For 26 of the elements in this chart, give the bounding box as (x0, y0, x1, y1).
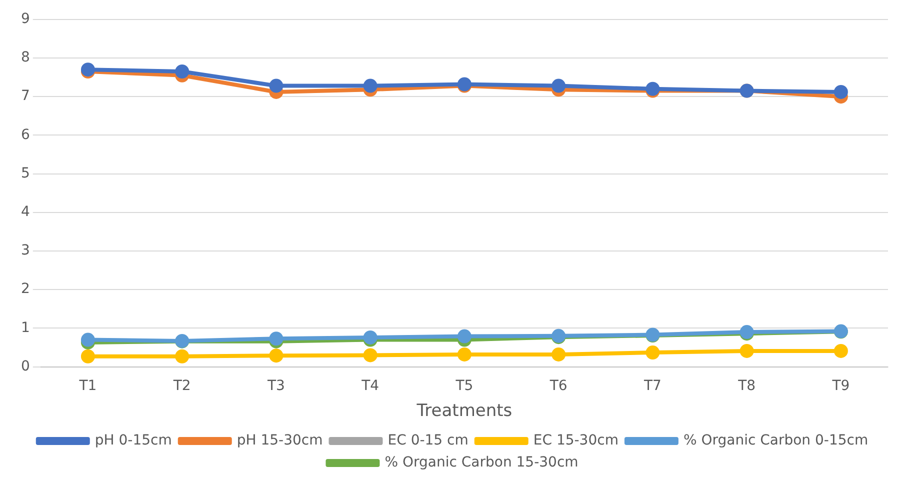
x-tick-label: T3 (266, 378, 285, 394)
legend-label: pH 0-15cm (94, 432, 172, 449)
x-tick-label: T8 (737, 378, 756, 394)
x-tick-label: T5 (454, 378, 474, 394)
y-tick-label: 3 (20, 242, 30, 259)
y-tick-label: 1 (20, 320, 30, 336)
y-tick-label: 6 (20, 126, 30, 143)
y-tick-label: 9 (20, 11, 30, 28)
x-tick-label: T4 (360, 378, 380, 394)
y-tick-label: 0 (20, 358, 30, 374)
x-tick-label: T7 (642, 378, 662, 394)
x-tick-label: T1 (78, 378, 97, 394)
y-tick-label: 4 (20, 204, 30, 220)
legend-label: % Organic Carbon 0-15cm (683, 432, 868, 449)
x-axis-title: Treatments (416, 401, 512, 422)
x-tick-label: T2 (172, 378, 191, 394)
y-tick-label: 5 (20, 165, 30, 182)
legend-label: EC 15-30cm (533, 432, 618, 449)
x-tick-label: T6 (548, 378, 568, 394)
legend-label: pH 15-30cm (236, 432, 323, 449)
legend-label: % Organic Carbon 15-30cm (384, 454, 578, 471)
y-tick-label: 8 (20, 50, 30, 66)
x-tick-label: T9 (831, 378, 850, 394)
y-tick-label: 7 (20, 88, 30, 104)
legend-label: EC 0-15 cm (388, 432, 468, 449)
y-tick-label: 2 (20, 281, 30, 298)
